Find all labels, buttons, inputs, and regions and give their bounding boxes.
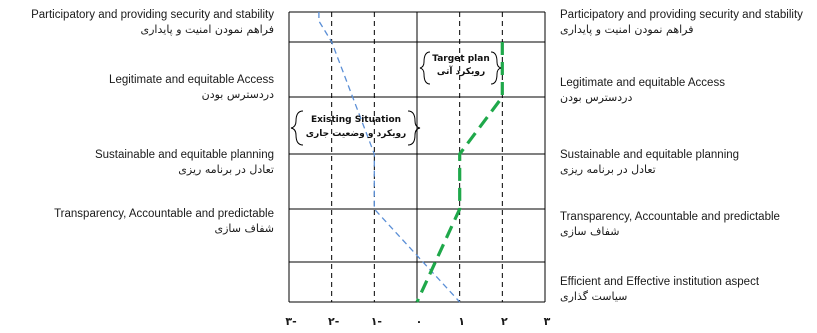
brace-right-existing (407, 110, 421, 146)
x-tick-label: ۳- (285, 315, 296, 328)
annotation-existing-en: Existing Situation (311, 115, 401, 125)
annotation-target-plan: Target plan رویکرد آتی (419, 51, 502, 85)
x-tick-label: ۰ (416, 315, 423, 328)
category-label-right: Participatory and providing security and… (560, 9, 803, 21)
x-tick-labels: ۳- ۲- ۱- ۰ ۱ ۲ ۳ (285, 315, 550, 328)
annotation-target-plan-en: Target plan (432, 54, 489, 64)
x-tick-label: ۳ (544, 315, 551, 328)
annotation-existing-fa: رویکرد و وضعیت جاری (306, 129, 406, 139)
right-labels: Participatory and providing security and… (560, 9, 803, 303)
category-label-right: Efficient and Effective institution aspe… (560, 276, 760, 288)
category-label-right: Transparency, Accountable and predictabl… (560, 211, 780, 223)
category-label-right-fa: سیاست گذاری (560, 290, 627, 303)
category-label-left: Legitimate and equitable Access (109, 74, 274, 86)
category-label-right: Legitimate and equitable Access (560, 77, 725, 89)
series-layer (318, 12, 504, 303)
brace-left-target (419, 51, 431, 85)
brace-right-target (490, 51, 502, 85)
category-label-left-fa: شفاف سازی (214, 222, 274, 235)
series-line-existing-situation (318, 12, 461, 303)
series-line-target-plan (415, 42, 504, 303)
left-labels: Participatory and providing security and… (31, 9, 274, 235)
x-tick-label: ۱- (371, 315, 382, 328)
x-tick-label: ۲ (501, 315, 508, 328)
grid (288, 11, 546, 303)
annotation-existing-situation: Existing Situation رویکرد و وضعیت جاری (290, 110, 421, 146)
category-label-left-fa: دردسترس بودن (202, 88, 274, 101)
annotation-target-plan-fa: رویکرد آتی (437, 65, 485, 77)
category-label-left: Transparency, Accountable and predictabl… (54, 208, 274, 220)
x-tick-label: ۲- (328, 315, 339, 328)
category-label-right-fa: دردسترس بودن (560, 91, 632, 104)
category-label-left-fa: فراهم نمودن امنیت و پایداری (141, 23, 275, 36)
category-label-right-fa: شفاف سازی (560, 225, 620, 238)
category-label-right: Sustainable and equitable planning (560, 149, 739, 161)
category-label-left-fa: تعادل در برنامه ریزی (178, 163, 274, 176)
category-label-left: Participatory and providing security and… (31, 9, 274, 21)
category-label-right-fa: فراهم نمودن امنیت و پایداری (560, 23, 694, 36)
brace-left-existing (290, 110, 304, 146)
category-label-right-fa: تعادل در برنامه ریزی (560, 163, 656, 176)
x-tick-label: ۱ (458, 315, 465, 328)
category-label-left: Sustainable and equitable planning (95, 149, 274, 161)
